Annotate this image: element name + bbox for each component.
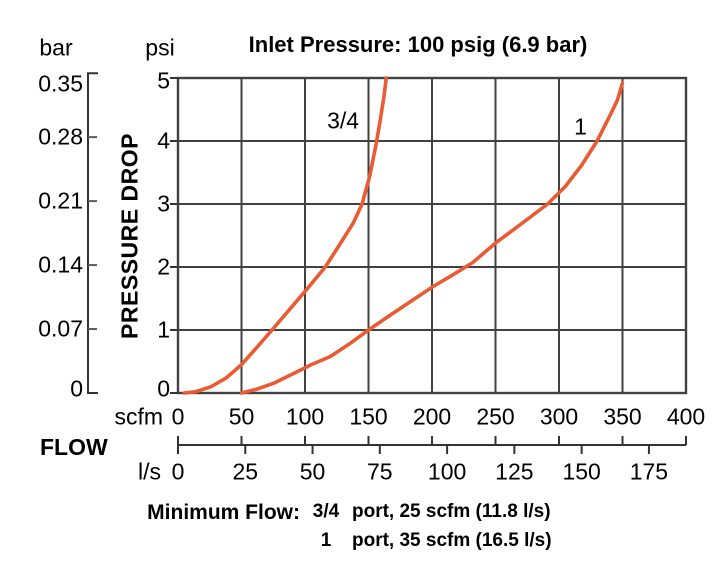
bar-tick-label: 0.35 [38, 70, 83, 97]
minimum-flow-table: 3/4 port, 25 scfm (11.8 l/s) 1 port, 35 … [308, 501, 552, 552]
scfm-tick-label: 400 [666, 403, 706, 430]
min-flow-port-size: 3/4 [312, 501, 340, 522]
min-flow-value: port, 35 scfm (16.5 l/s) [352, 530, 552, 551]
chart-title: Inlet Pressure: 100 psig (6.9 bar) [248, 32, 588, 57]
scfm-tick-label: 50 [228, 403, 255, 430]
ls-tick-label: 25 [232, 458, 259, 485]
psi-tick-label: 3 [157, 190, 170, 217]
ls-tick-label: 175 [629, 458, 669, 485]
bar-tick-label: 0.07 [38, 315, 83, 342]
plot-border [176, 76, 688, 395]
psi-axis-unit: psi [145, 34, 175, 61]
curve-label-3-4: 3/4 [327, 107, 360, 134]
scfm-axis-unit: scfm [114, 403, 163, 430]
ls-tick-label: 100 [427, 458, 467, 485]
scfm-tick-label: 250 [476, 403, 515, 430]
psi-tick-label: 1 [157, 316, 170, 343]
scfm-tick-label: 150 [349, 403, 388, 430]
ls-tick-label: 75 [367, 458, 393, 485]
scfm-tick-label: 200 [412, 403, 452, 430]
psi-tick-label: 2 [157, 253, 170, 280]
psi-tick-label: 0 [157, 375, 170, 402]
scfm-tick-label: 300 [539, 403, 579, 430]
scfm-tick-label: 0 [171, 403, 185, 430]
bar-tick-label: 0.14 [38, 251, 83, 278]
ls-tick-label: 150 [562, 458, 601, 485]
flow-axis-label: FLOW [40, 434, 108, 460]
pressure-drop-axis-label: PRESSURE DROP [116, 133, 143, 339]
bar-tick-label: 0.21 [38, 187, 83, 214]
scfm-tick-label: 350 [603, 403, 642, 430]
scfm-tick-label: 100 [285, 403, 325, 430]
curve-label-1: 1 [574, 113, 587, 140]
curve-1-port [239, 81, 625, 395]
ls-axis-unit: l/s [138, 458, 161, 485]
bar-axis-unit: bar [39, 34, 73, 61]
bar-axis [87, 72, 98, 394]
curve-3-4-port [182, 76, 389, 395]
min-flow-port-size: 1 [320, 530, 332, 551]
ls-tick-label: 50 [299, 458, 326, 485]
bar-tick-label: 0.28 [38, 123, 83, 150]
ls-tick-label: 0 [171, 458, 185, 485]
minimum-flow-label: Minimum Flow: [147, 501, 300, 524]
bar-tick-label: 0 [70, 375, 83, 402]
psi-tick-label: 4 [157, 127, 170, 154]
min-flow-value: port, 25 scfm (11.8 l/s) [352, 501, 551, 522]
psi-tick-label: 5 [157, 67, 170, 94]
ls-tick-label: 125 [495, 458, 534, 485]
